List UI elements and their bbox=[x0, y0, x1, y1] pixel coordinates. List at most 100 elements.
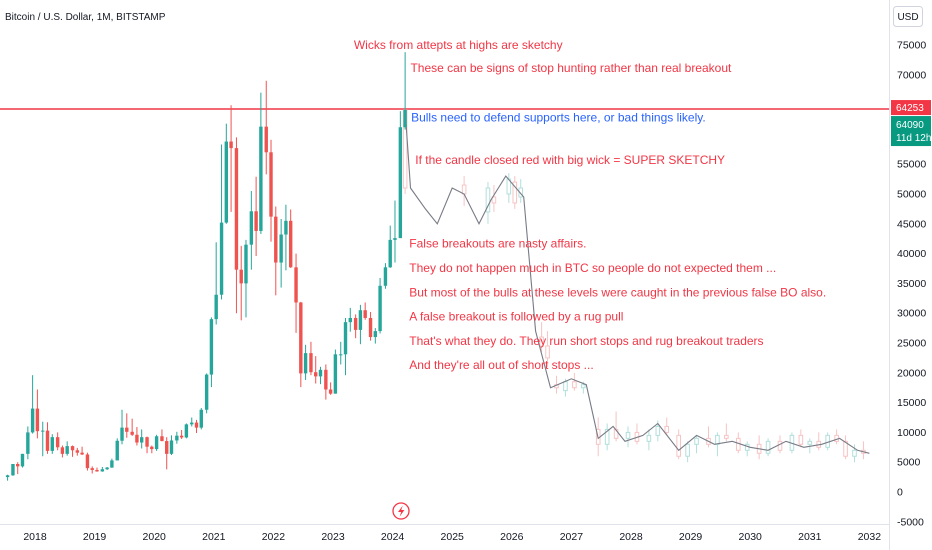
candle[interactable] bbox=[239, 245, 243, 321]
candle[interactable] bbox=[130, 418, 134, 436]
candle[interactable] bbox=[333, 349, 338, 394]
candle[interactable] bbox=[154, 434, 159, 451]
candle[interactable] bbox=[16, 462, 20, 475]
candle[interactable] bbox=[209, 317, 214, 388]
candle[interactable] bbox=[50, 434, 54, 454]
candle[interactable] bbox=[299, 301, 303, 388]
candle[interactable] bbox=[165, 437, 169, 470]
annotation-text[interactable]: But most of the bulls at these levels we… bbox=[409, 286, 826, 300]
candle[interactable] bbox=[224, 123, 229, 224]
candle[interactable] bbox=[179, 430, 184, 439]
candle[interactable] bbox=[378, 278, 382, 334]
candle[interactable] bbox=[115, 438, 119, 461]
candle[interactable] bbox=[368, 312, 373, 341]
candle[interactable] bbox=[175, 431, 179, 444]
candle[interactable] bbox=[125, 413, 129, 438]
candle[interactable] bbox=[45, 422, 50, 454]
candle[interactable] bbox=[324, 364, 328, 400]
candle[interactable] bbox=[318, 366, 323, 385]
candle[interactable] bbox=[353, 314, 358, 339]
candle[interactable] bbox=[388, 225, 392, 268]
candle[interactable] bbox=[303, 344, 308, 380]
candle[interactable] bbox=[249, 191, 254, 270]
candle[interactable] bbox=[279, 219, 283, 288]
annotation-text[interactable]: And they're all out of short stops ... bbox=[409, 358, 593, 372]
candle[interactable] bbox=[100, 466, 105, 472]
candle[interactable] bbox=[348, 307, 352, 332]
candle[interactable] bbox=[259, 92, 263, 234]
candle[interactable] bbox=[199, 407, 203, 430]
candle[interactable] bbox=[244, 239, 248, 318]
candle[interactable] bbox=[145, 436, 149, 454]
candle[interactable] bbox=[26, 426, 30, 460]
candle[interactable] bbox=[264, 80, 268, 175]
candle[interactable] bbox=[383, 263, 388, 289]
candle[interactable] bbox=[70, 445, 75, 457]
candle[interactable] bbox=[160, 429, 164, 442]
symbol-title[interactable]: Bitcoin / U.S. Dollar, 1M, BITSTAMP bbox=[5, 12, 166, 23]
candle[interactable] bbox=[150, 445, 154, 454]
candle[interactable] bbox=[85, 452, 90, 471]
projection-candle bbox=[694, 435, 699, 454]
candle[interactable] bbox=[219, 144, 224, 300]
candle[interactable] bbox=[30, 375, 35, 434]
candle[interactable] bbox=[403, 52, 407, 130]
y-axis[interactable]: 7500070000650006000055000500004500040000… bbox=[897, 40, 926, 529]
candle[interactable] bbox=[20, 453, 25, 468]
candle[interactable] bbox=[339, 341, 343, 365]
candle[interactable] bbox=[309, 341, 313, 376]
candle[interactable] bbox=[135, 427, 139, 446]
candle[interactable] bbox=[60, 445, 65, 458]
annotation-text[interactable]: False breakouts are nasty affairs. bbox=[409, 237, 586, 251]
candle[interactable] bbox=[274, 206, 278, 296]
candle[interactable] bbox=[363, 302, 367, 320]
candle[interactable] bbox=[234, 137, 239, 314]
candle[interactable] bbox=[214, 242, 218, 325]
candle[interactable] bbox=[204, 373, 209, 414]
candle[interactable] bbox=[105, 466, 109, 470]
candle[interactable] bbox=[398, 111, 403, 239]
candle[interactable] bbox=[358, 304, 363, 345]
candle[interactable] bbox=[110, 458, 114, 468]
candle[interactable] bbox=[284, 204, 288, 271]
annotation-text[interactable]: That's what they do. They run short stop… bbox=[409, 334, 763, 348]
annotation-text[interactable]: Wicks from attepts at highs are sketchy bbox=[354, 38, 563, 52]
candle[interactable] bbox=[343, 317, 348, 376]
candle[interactable] bbox=[65, 441, 69, 456]
candle[interactable] bbox=[35, 389, 40, 439]
candle[interactable] bbox=[139, 429, 144, 449]
candle[interactable] bbox=[55, 432, 60, 451]
candle[interactable] bbox=[184, 423, 189, 439]
candle[interactable] bbox=[194, 419, 199, 433]
annotation-text[interactable]: These can be signs of stop hunting rathe… bbox=[410, 61, 732, 75]
candle[interactable] bbox=[95, 467, 99, 472]
candle[interactable] bbox=[393, 200, 397, 263]
candle[interactable] bbox=[294, 253, 298, 333]
candle[interactable] bbox=[254, 176, 258, 256]
candle[interactable] bbox=[120, 409, 124, 445]
annotation-text[interactable]: They do not happen much in BTC so people… bbox=[409, 261, 776, 275]
candle[interactable] bbox=[190, 417, 194, 427]
candle[interactable] bbox=[269, 139, 273, 242]
annotation-text[interactable]: If the candle closed red with big wick =… bbox=[415, 153, 725, 167]
annotation-text[interactable]: A false breakout is followed by a rug pu… bbox=[409, 309, 623, 323]
currency-button[interactable]: USD bbox=[893, 6, 923, 27]
candle[interactable] bbox=[328, 382, 333, 395]
candle[interactable] bbox=[41, 421, 45, 457]
candle[interactable] bbox=[75, 447, 80, 456]
projection-candle bbox=[625, 426, 631, 448]
lightning-bolt-icon[interactable] bbox=[392, 502, 410, 520]
candle[interactable] bbox=[169, 435, 174, 456]
x-axis[interactable]: 2018 2019 2020 2021 2022 2023 2024 2025 2026 2027… bbox=[23, 531, 881, 543]
candle[interactable] bbox=[229, 105, 233, 212]
candle[interactable] bbox=[11, 463, 15, 476]
candle[interactable] bbox=[288, 209, 293, 268]
candle[interactable] bbox=[80, 446, 84, 456]
annotation-text[interactable]: Bulls need to defend supports here, or b… bbox=[411, 110, 706, 124]
candle[interactable] bbox=[90, 466, 94, 474]
candle[interactable] bbox=[5, 474, 10, 481]
candle[interactable] bbox=[373, 328, 378, 344]
x-tick-label: 2032 bbox=[858, 531, 882, 543]
candle[interactable] bbox=[314, 356, 318, 384]
